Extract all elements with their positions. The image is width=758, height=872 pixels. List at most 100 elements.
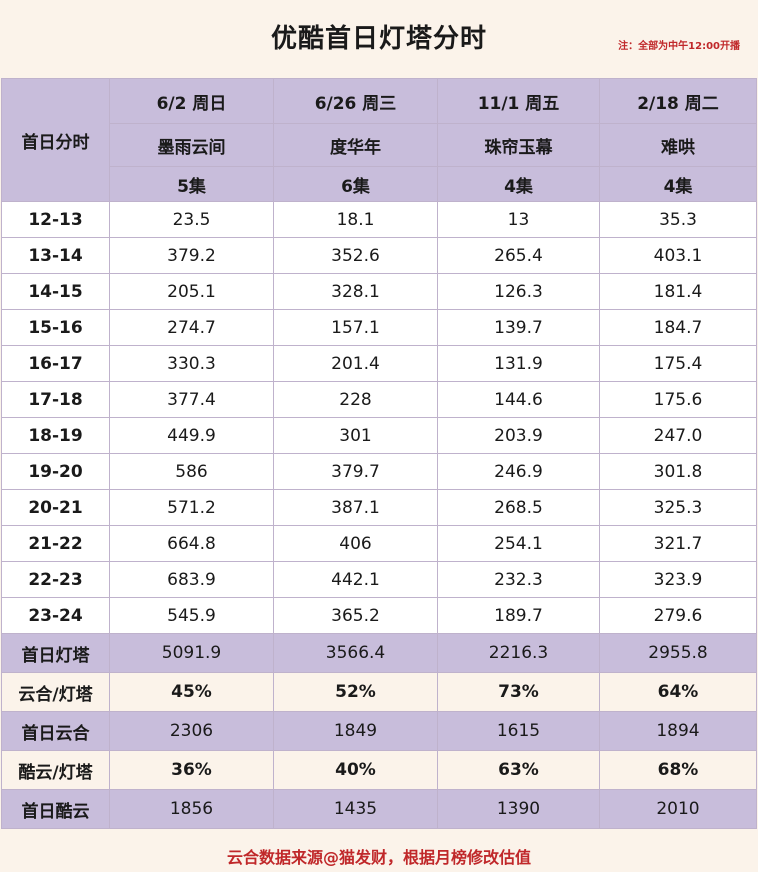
table-cell: 13 (437, 201, 600, 238)
corner-label: 首日分时 (1, 78, 110, 202)
header-row-episodes: 5集 6集 4集 4集 (2, 166, 757, 202)
header-row-date: 首日分时 6/2 周日 6/26 周三 11/1 周五 2/18 周二 (1, 78, 757, 202)
header-row-name: 墨雨云间 度华年 珠帘玉幕 难哄 (2, 123, 757, 167)
table-cell: 330.3 (109, 345, 274, 382)
table-cell: 184.7 (599, 309, 757, 346)
row-label: 22-23 (1, 561, 110, 598)
table-cell: 365.2 (273, 597, 438, 634)
show-date: 6/2 周日 (109, 78, 274, 124)
table-cell: 1849 (273, 711, 438, 751)
table-cell: 3566.4 (273, 633, 438, 673)
table-cell: 301 (273, 417, 438, 454)
table-cell: 189.7 (437, 597, 600, 634)
table-cell: 201.4 (273, 345, 438, 382)
table-cell: 328.1 (273, 273, 438, 310)
page-title: 优酷首日灯塔分时 (270, 24, 487, 54)
table-cell: 144.6 (437, 381, 600, 418)
table-cell: 352.6 (273, 237, 438, 274)
row-label: 云合/灯塔 (1, 672, 110, 712)
table-cell: 63% (437, 750, 600, 790)
table-cell: 126.3 (437, 273, 600, 310)
table-cell: 379.7 (273, 453, 438, 490)
table-cell: 139.7 (437, 309, 600, 346)
table-cell: 377.4 (109, 381, 274, 418)
row-label: 酷云/灯塔 (1, 750, 110, 790)
table-cell: 2010 (599, 789, 757, 829)
data-table: 首日分时 6/2 周日 6/26 周三 11/1 周五 2/18 周二 墨雨云间… (1, 78, 757, 829)
title-bar: 优酷首日灯塔分时 注：全部为中午12:00开播 (0, 0, 758, 78)
table-row: 18-19 449.9 301 203.9 247.0 (1, 417, 757, 454)
table-cell: 64% (599, 672, 757, 712)
table-cell: 52% (273, 672, 438, 712)
table-cell: 1435 (273, 789, 438, 829)
table-cell: 683.9 (109, 561, 274, 598)
table-row: 23-24 545.9 365.2 189.7 279.6 (1, 597, 757, 634)
table-cell: 403.1 (599, 237, 757, 274)
row-label: 21-22 (1, 525, 110, 562)
table-cell: 45% (109, 672, 274, 712)
show-date: 11/1 周五 (437, 78, 600, 124)
row-label: 14-15 (1, 273, 110, 310)
row-label: 首日灯塔 (1, 633, 110, 673)
row-label: 19-20 (1, 453, 110, 490)
row-label: 17-18 (1, 381, 110, 418)
table-cell: 228 (273, 381, 438, 418)
table-cell: 36% (109, 750, 274, 790)
table-cell: 1856 (109, 789, 274, 829)
table-row: 13-14 379.2 352.6 265.4 403.1 (1, 237, 757, 274)
table-cell: 35.3 (599, 201, 757, 238)
table-cell: 247.0 (599, 417, 757, 454)
show-episodes: 4集 (599, 166, 757, 202)
show-date: 6/26 周三 (273, 78, 438, 124)
table-cell: 406 (273, 525, 438, 562)
table-cell: 379.2 (109, 237, 274, 274)
table-row: 首日酷云 1856 1435 1390 2010 (1, 789, 757, 829)
table-cell: 73% (437, 672, 600, 712)
table-row: 21-22 664.8 406 254.1 321.7 (1, 525, 757, 562)
table-cell: 571.2 (109, 489, 274, 526)
row-label: 18-19 (1, 417, 110, 454)
table-cell: 321.7 (599, 525, 757, 562)
table-cell: 323.9 (599, 561, 757, 598)
table-cell: 301.8 (599, 453, 757, 490)
show-episodes: 5集 (109, 166, 274, 202)
table-cell: 1615 (437, 711, 600, 751)
table-cell: 1894 (599, 711, 757, 751)
table-row: 首日灯塔 5091.9 3566.4 2216.3 2955.8 (1, 633, 757, 673)
source-footer: 云合数据来源@猫发财，根据月榜修改估值 (226, 848, 531, 867)
table-cell: 131.9 (437, 345, 600, 382)
table-cell: 232.3 (437, 561, 600, 598)
table-cell: 175.4 (599, 345, 757, 382)
show-name: 度华年 (273, 123, 438, 167)
table-row: 首日云合 2306 1849 1615 1894 (1, 711, 757, 751)
table-row: 16-17 330.3 201.4 131.9 175.4 (1, 345, 757, 382)
row-label: 15-16 (1, 309, 110, 346)
table-cell: 18.1 (273, 201, 438, 238)
table-cell: 664.8 (109, 525, 274, 562)
table-cell: 254.1 (437, 525, 600, 562)
table-cell: 5091.9 (109, 633, 274, 673)
table-row: 19-20 586 379.7 246.9 301.8 (1, 453, 757, 490)
table-cell: 1390 (437, 789, 600, 829)
table-cell: 274.7 (109, 309, 274, 346)
table-cell: 325.3 (599, 489, 757, 526)
row-label: 20-21 (1, 489, 110, 526)
table-cell: 586 (109, 453, 274, 490)
table-cell: 387.1 (273, 489, 438, 526)
row-label: 首日云合 (1, 711, 110, 751)
table-cell: 203.9 (437, 417, 600, 454)
row-label: 12-13 (1, 201, 110, 238)
table-cell: 205.1 (109, 273, 274, 310)
show-episodes: 6集 (273, 166, 438, 202)
show-name: 难哄 (599, 123, 757, 167)
show-name: 珠帘玉幕 (437, 123, 600, 167)
table-cell: 545.9 (109, 597, 274, 634)
table-row: 20-21 571.2 387.1 268.5 325.3 (1, 489, 757, 526)
table-cell: 181.4 (599, 273, 757, 310)
table-cell: 2306 (109, 711, 274, 751)
row-label: 首日酷云 (1, 789, 110, 829)
table-cell: 23.5 (109, 201, 274, 238)
broadcast-note: 注：全部为中午12:00开播 (618, 41, 740, 52)
table-row: 17-18 377.4 228 144.6 175.6 (1, 381, 757, 418)
